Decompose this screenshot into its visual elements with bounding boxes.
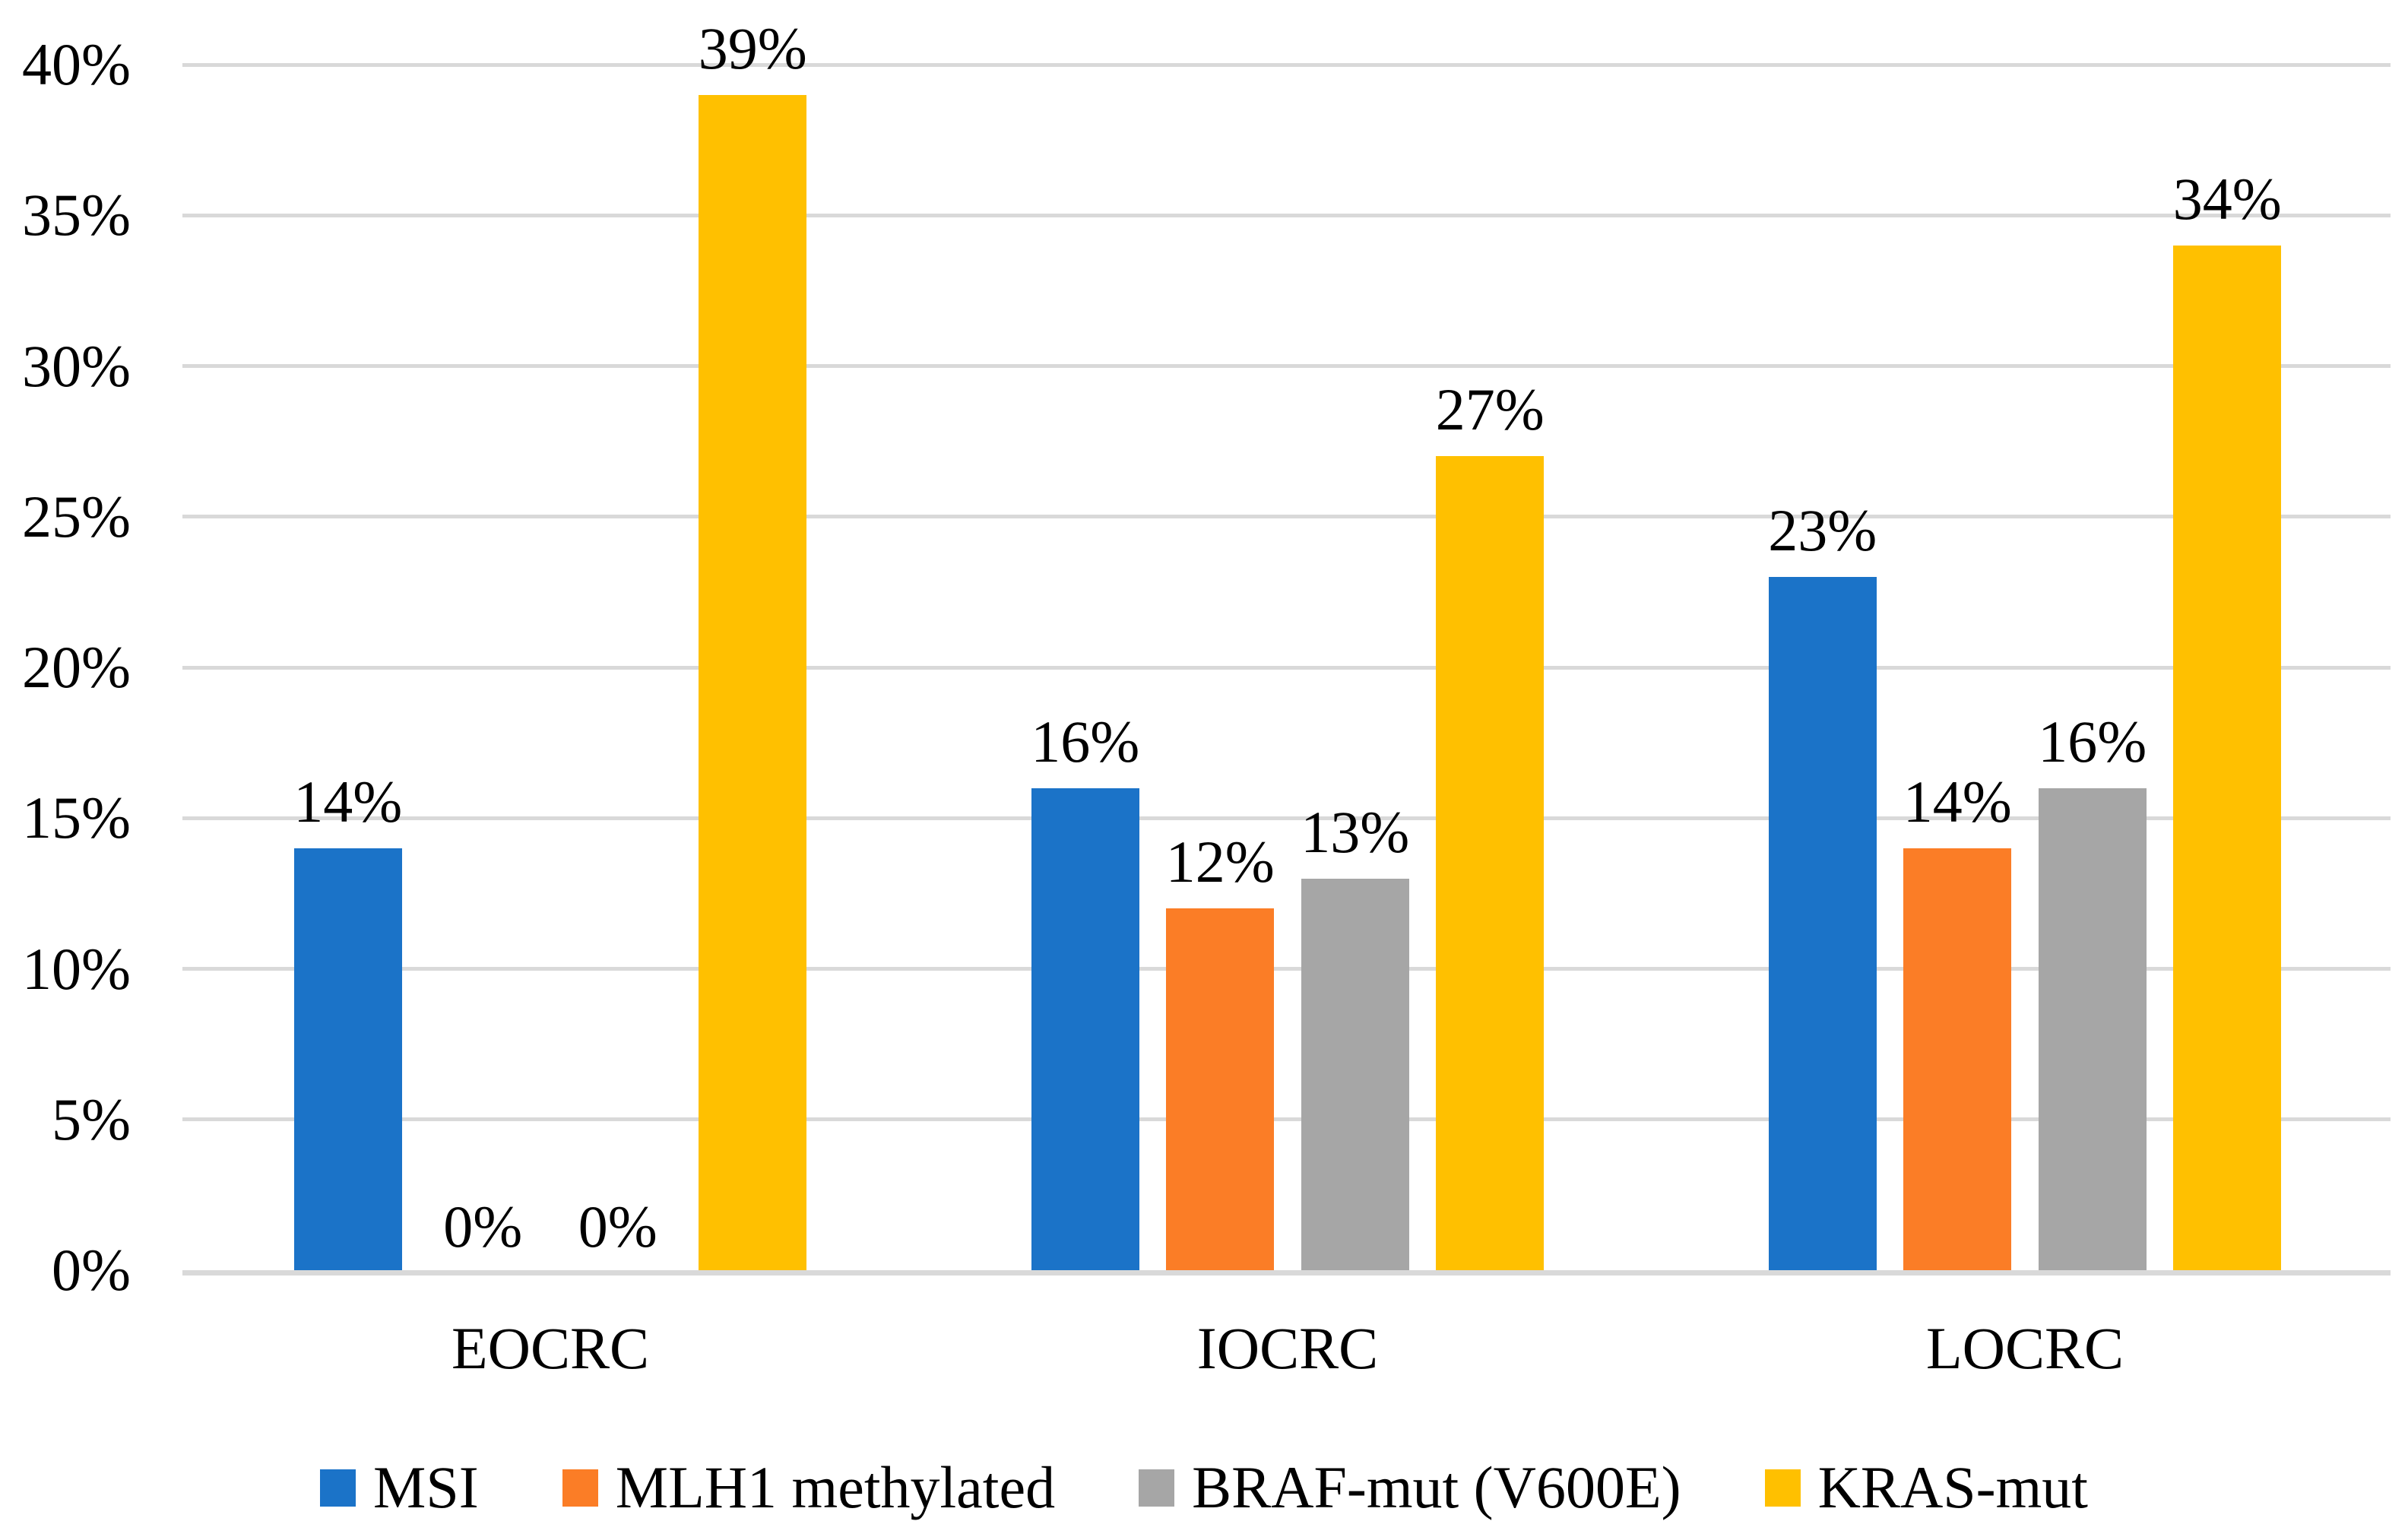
x-axis-label-iocrc: IOCRC bbox=[1196, 1315, 1379, 1381]
y-tick-label: 35% bbox=[22, 182, 131, 249]
bar-value-label: 0% bbox=[443, 1193, 523, 1260]
legend: MSI MLH1 methylated BRAF-mut (V600E) KRAS-m… bbox=[0, 1458, 2408, 1517]
legend-color-swatch bbox=[1764, 1469, 1801, 1507]
bar-value-label: 16% bbox=[2038, 708, 2147, 775]
bar-value-label: 12% bbox=[1165, 829, 1275, 895]
legend-label: BRAF-mut (V600E) bbox=[1192, 1454, 1681, 1520]
bar-braf-mut-v600e-iocrc bbox=[1301, 878, 1409, 1270]
legend-item-msi: MSI bbox=[320, 1458, 479, 1517]
y-tick-label: 5% bbox=[52, 1085, 131, 1152]
gridline bbox=[182, 364, 2391, 368]
y-tick-label: 40% bbox=[22, 31, 131, 97]
legend-label: KRAS-mut bbox=[1817, 1454, 2088, 1520]
y-tick-label: 25% bbox=[22, 483, 131, 550]
legend-color-swatch bbox=[1139, 1469, 1175, 1507]
bar-value-label: 14% bbox=[293, 768, 403, 835]
y-tick-label: 30% bbox=[22, 332, 131, 399]
x-axis-label-locrc: LOCRC bbox=[1925, 1315, 2124, 1381]
bar-value-label: 27% bbox=[1435, 376, 1545, 443]
bar-value-label: 39% bbox=[698, 14, 807, 81]
bar-value-label: 14% bbox=[1903, 768, 2012, 835]
bar-mlh1-methylated-locrc bbox=[1903, 848, 2012, 1270]
y-tick-label: 20% bbox=[22, 634, 131, 700]
bar-kras-mut-iocrc bbox=[1436, 456, 1545, 1270]
bar-value-label: 34% bbox=[2172, 165, 2282, 232]
gridline bbox=[182, 816, 2391, 820]
bar-value-label: 13% bbox=[1301, 798, 1410, 865]
y-tick-label: 0% bbox=[52, 1237, 131, 1303]
gridline bbox=[182, 515, 2391, 519]
bar-kras-mut-eocrc bbox=[699, 94, 807, 1270]
legend-item-mlh1-methylated: MLH1 methylated bbox=[562, 1458, 1055, 1517]
bar-msi-iocrc bbox=[1031, 788, 1139, 1270]
plot-area: 14% 0% 0% 39% 16% 12% 13% 27% 23% 14% 16% 34% bbox=[182, 18, 2391, 1276]
y-tick-label: 10% bbox=[22, 935, 131, 1002]
bar-value-label: 23% bbox=[1768, 497, 1877, 564]
bar-msi-eocrc bbox=[293, 848, 402, 1270]
gridline bbox=[182, 1117, 2391, 1122]
legend-item-kras-mut: KRAS-mut bbox=[1764, 1454, 2088, 1520]
bar-kras-mut-locrc bbox=[2173, 245, 2282, 1270]
bar-msi-locrc bbox=[1768, 577, 1877, 1270]
legend-label: MSI bbox=[373, 1454, 479, 1520]
legend-color-swatch bbox=[320, 1469, 356, 1507]
bar-value-label: 0% bbox=[578, 1193, 657, 1260]
legend-item-braf-mut-v600e: BRAF-mut (V600E) bbox=[1139, 1458, 1681, 1517]
gridline bbox=[182, 213, 2391, 217]
y-tick-label: 15% bbox=[22, 784, 131, 851]
x-axis-baseline bbox=[182, 1270, 2391, 1276]
gridline bbox=[182, 665, 2391, 670]
gridline bbox=[182, 62, 2391, 67]
x-axis-label-eocrc: EOCRC bbox=[451, 1315, 650, 1381]
gridline bbox=[182, 967, 2391, 971]
bar-braf-mut-v600e-locrc bbox=[2038, 788, 2147, 1270]
legend-label: MLH1 methylated bbox=[615, 1454, 1056, 1520]
bar-value-label: 16% bbox=[1031, 708, 1140, 775]
bar-mlh1-methylated-iocrc bbox=[1166, 908, 1275, 1270]
legend-color-swatch bbox=[562, 1469, 598, 1507]
